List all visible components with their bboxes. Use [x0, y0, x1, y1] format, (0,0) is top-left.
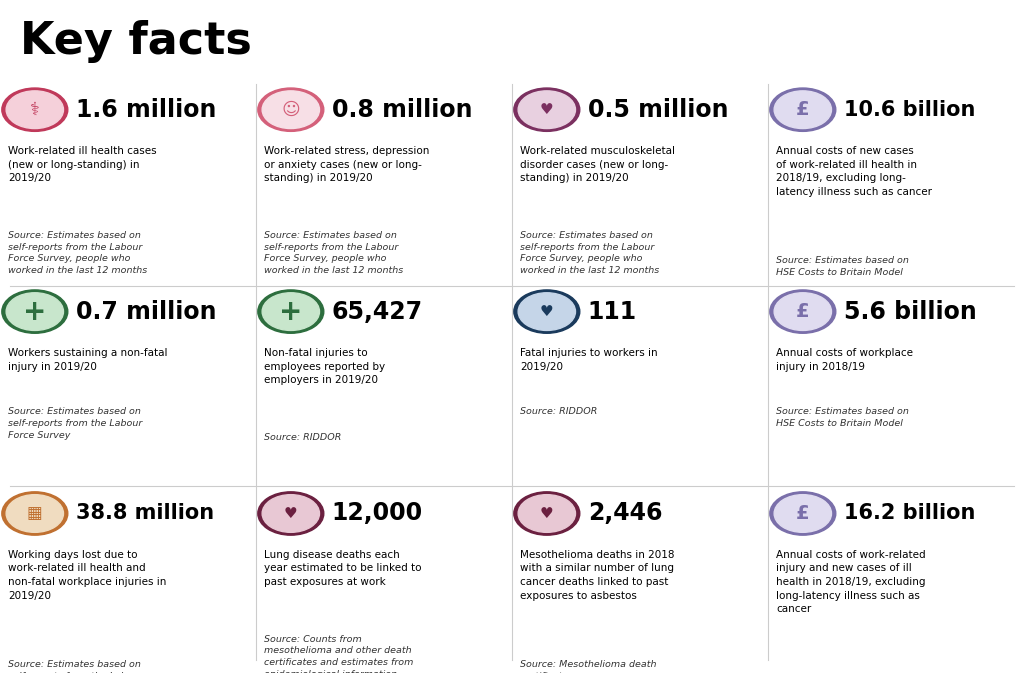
Text: Non-fatal injuries to
employees reported by
employers in 2019/20: Non-fatal injuries to employees reported…: [264, 348, 385, 385]
Circle shape: [774, 91, 831, 129]
Text: Work-related stress, depression
or anxiety cases (new or long-
standing) in 2019: Work-related stress, depression or anxie…: [264, 146, 429, 183]
Text: +: +: [24, 297, 46, 326]
Circle shape: [774, 293, 831, 330]
Circle shape: [6, 293, 63, 330]
Text: Work-related ill health cases
(new or long-standing) in
2019/20: Work-related ill health cases (new or lo…: [8, 146, 157, 183]
Text: £: £: [796, 100, 810, 119]
Text: Work-related musculoskeletal
disorder cases (new or long-
standing) in 2019/20: Work-related musculoskeletal disorder ca…: [520, 146, 675, 183]
Circle shape: [258, 88, 324, 131]
Circle shape: [6, 495, 63, 532]
Circle shape: [2, 88, 68, 131]
Text: Annual costs of new cases
of work-related ill health in
2018/19, excluding long-: Annual costs of new cases of work-relate…: [776, 146, 932, 197]
Text: Mesothelioma deaths in 2018
with a similar number of lung
cancer deaths linked t: Mesothelioma deaths in 2018 with a simil…: [520, 550, 675, 600]
Circle shape: [2, 492, 68, 535]
Text: Fatal injuries to workers in
2019/20: Fatal injuries to workers in 2019/20: [520, 348, 657, 371]
Text: Source: Estimates based on
self-reports from the Labour
Force Survey: Source: Estimates based on self-reports …: [8, 407, 142, 439]
Text: Source: Estimates based on
self-reports from the Labour
Force Survey: Source: Estimates based on self-reports …: [8, 660, 142, 673]
Text: Annual costs of work-related
injury and new cases of ill
health in 2018/19, excl: Annual costs of work-related injury and …: [776, 550, 926, 614]
Circle shape: [6, 91, 63, 129]
Text: 5.6 billion: 5.6 billion: [844, 299, 977, 324]
Text: Working days lost due to
work-related ill health and
non-fatal workplace injurie: Working days lost due to work-related il…: [8, 550, 167, 600]
Text: 65,427: 65,427: [332, 299, 423, 324]
Text: ⚕: ⚕: [30, 101, 40, 118]
Text: Source: Mesothelioma death
certificates: Source: Mesothelioma death certificates: [520, 660, 656, 673]
Circle shape: [262, 91, 319, 129]
Text: ♥: ♥: [284, 506, 298, 521]
Circle shape: [770, 492, 836, 535]
Text: 38.8 million: 38.8 million: [76, 503, 214, 524]
Text: ♥: ♥: [540, 102, 554, 117]
Text: Source: Estimates based on
self-reports from the Labour
Force Survey, people who: Source: Estimates based on self-reports …: [8, 231, 147, 275]
Text: Annual costs of workplace
injury in 2018/19: Annual costs of workplace injury in 2018…: [776, 348, 913, 371]
Circle shape: [518, 91, 575, 129]
Text: Source: Estimates based on
self-reports from the Labour
Force Survey, people who: Source: Estimates based on self-reports …: [264, 231, 403, 275]
Circle shape: [770, 88, 836, 131]
Text: Source: Estimates based on
HSE Costs to Britain Model: Source: Estimates based on HSE Costs to …: [776, 256, 909, 277]
Text: 0.7 million: 0.7 million: [76, 299, 216, 324]
Circle shape: [774, 495, 831, 532]
Text: Source: Estimates based on
HSE Costs to Britain Model: Source: Estimates based on HSE Costs to …: [776, 407, 909, 428]
Circle shape: [514, 88, 580, 131]
Circle shape: [262, 495, 319, 532]
Text: Source: RIDDOR: Source: RIDDOR: [520, 407, 598, 416]
Text: 16.2 billion: 16.2 billion: [844, 503, 975, 524]
Text: ♥: ♥: [540, 304, 554, 319]
Circle shape: [518, 293, 575, 330]
Text: Key facts: Key facts: [20, 20, 252, 63]
Circle shape: [258, 492, 324, 535]
Text: 12,000: 12,000: [332, 501, 423, 526]
Text: 1.6 million: 1.6 million: [76, 98, 216, 122]
Text: 0.8 million: 0.8 million: [332, 98, 472, 122]
Circle shape: [2, 290, 68, 333]
Text: 0.5 million: 0.5 million: [588, 98, 728, 122]
Text: ▦: ▦: [27, 505, 43, 522]
Circle shape: [514, 290, 580, 333]
Circle shape: [258, 290, 324, 333]
Text: 2,446: 2,446: [588, 501, 663, 526]
Text: Source: Counts from
mesothelioma and other death
certificates and estimates from: Source: Counts from mesothelioma and oth…: [264, 635, 414, 673]
Circle shape: [770, 290, 836, 333]
Text: ☺: ☺: [282, 101, 300, 118]
Text: 10.6 billion: 10.6 billion: [844, 100, 975, 120]
Text: Lung disease deaths each
year estimated to be linked to
past exposures at work: Lung disease deaths each year estimated …: [264, 550, 422, 587]
Text: ♥: ♥: [540, 506, 554, 521]
Text: +: +: [280, 297, 302, 326]
Text: 111: 111: [588, 299, 637, 324]
Circle shape: [262, 293, 319, 330]
Text: £: £: [796, 302, 810, 321]
Text: £: £: [796, 504, 810, 523]
Circle shape: [518, 495, 575, 532]
Circle shape: [514, 492, 580, 535]
Text: Source: RIDDOR: Source: RIDDOR: [264, 433, 342, 441]
Text: Source: Estimates based on
self-reports from the Labour
Force Survey, people who: Source: Estimates based on self-reports …: [520, 231, 659, 275]
Text: Workers sustaining a non-fatal
injury in 2019/20: Workers sustaining a non-fatal injury in…: [8, 348, 168, 371]
